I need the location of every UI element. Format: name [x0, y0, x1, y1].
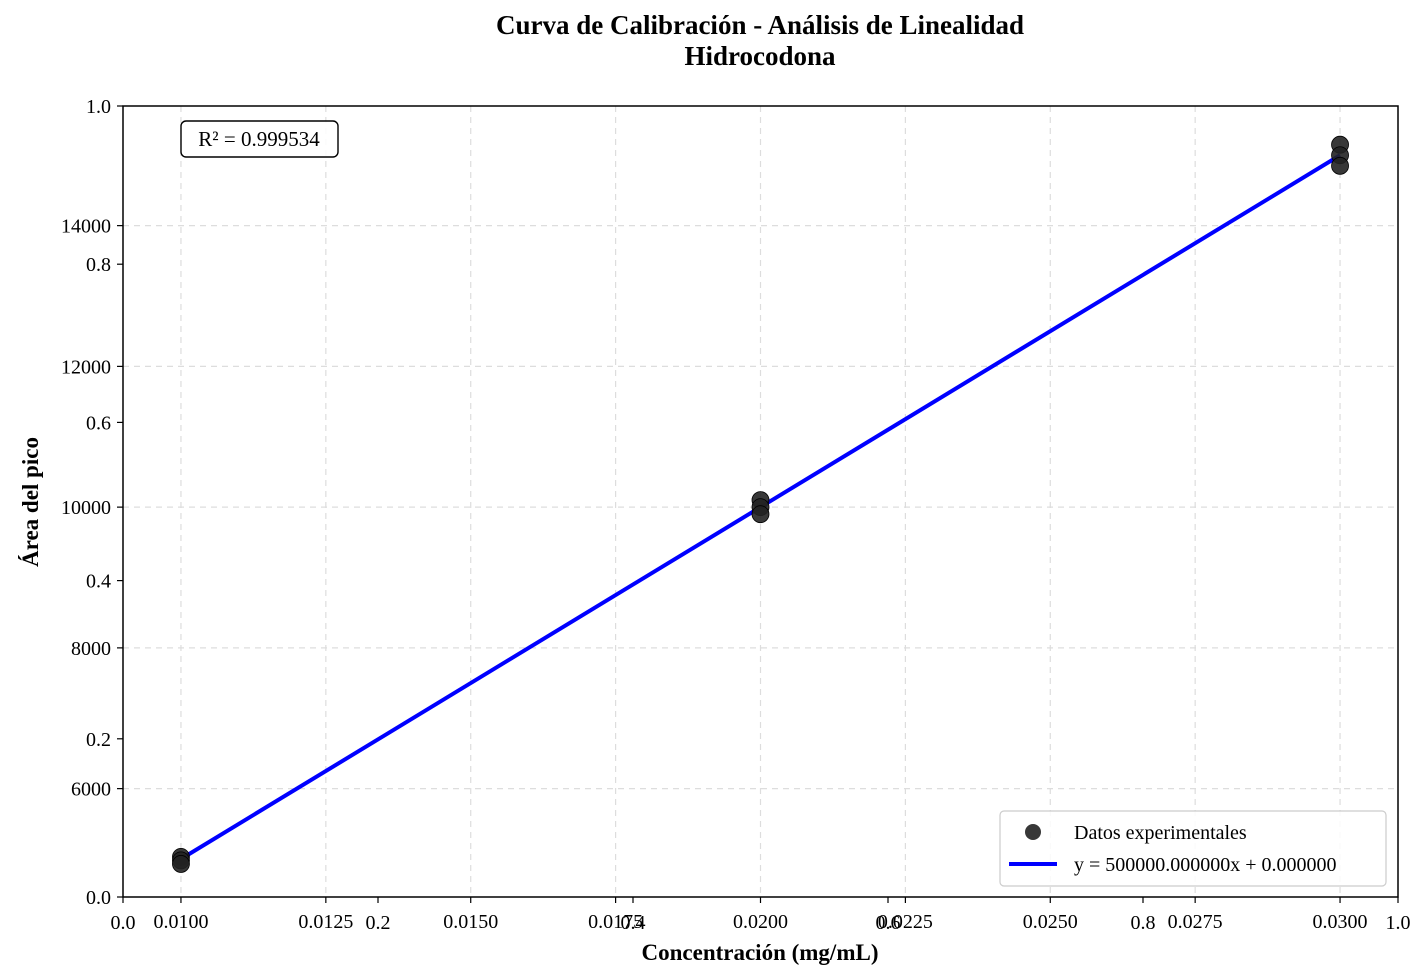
x-tick-label: 0.0175 — [588, 911, 643, 933]
x-axis-ticks: 0.0100 0.0125 0.0150 0.0175 0.0200 0.0225 0.02… — [153, 897, 1368, 933]
frame-y-tick-label: 0.2 — [86, 729, 111, 751]
legend-label-fit: y = 500000.000000x + 0.000000 — [1074, 854, 1337, 876]
frame-y-tick-label: 1.0 — [86, 96, 111, 118]
x-tick-label: 0.0125 — [298, 911, 353, 933]
data-points — [172, 135, 1349, 873]
x-tick-label: 0.0150 — [443, 911, 498, 933]
x-tick-label: 0.0225 — [878, 911, 933, 933]
y-axis-ticks: 6000 8000 10000 12000 14000 — [61, 216, 123, 801]
x-axis-label: Concentración (mg/mL) — [642, 940, 879, 965]
legend-label-scatter: Datos experimentales — [1074, 822, 1247, 844]
data-point — [1331, 156, 1349, 175]
y-tick-label: 14000 — [61, 216, 111, 238]
frame-x-axis-ticks: 0.0 0.2 0.4 0.6 0.8 1.0 — [111, 897, 1411, 934]
y-tick-label: 10000 — [61, 497, 111, 519]
frame-x-tick-label: 0.2 — [366, 912, 391, 934]
frame-y-tick-label: 0.8 — [86, 254, 111, 276]
frame-y-tick-label: 0.0 — [86, 887, 111, 909]
frame-y-axis-ticks: 0.0 0.2 0.4 0.6 0.8 1.0 — [86, 96, 123, 909]
data-point — [751, 505, 770, 524]
frame-y-tick-label: 0.6 — [86, 412, 111, 434]
legend-frame — [999, 810, 1387, 887]
frame-x-tick-label: 0.6 — [876, 912, 901, 934]
x-tick-label: 0.0275 — [1168, 911, 1223, 933]
x-tick-label: 0.0200 — [733, 911, 788, 933]
frame-x-tick-label: 0.0 — [111, 912, 136, 934]
r-squared-box-frame — [180, 120, 339, 158]
chart-title-line1: Curva de Calibración - Análisis de Linea… — [496, 10, 1024, 40]
x-tick-label: 0.0300 — [1313, 911, 1368, 933]
r-squared-label: R² = 0.999534 — [198, 127, 320, 151]
frame-x-tick-label: 1.0 — [1386, 912, 1411, 934]
r-squared-box: R² = 0.999534 — [180, 120, 339, 158]
frame-y-tick-label: 0.4 — [86, 571, 111, 593]
y-tick-label: 6000 — [71, 779, 111, 801]
x-tick-label: 0.0250 — [1023, 911, 1078, 933]
grid-lines — [123, 106, 1398, 897]
chart-title-line2: Hidrocodona — [684, 41, 836, 71]
y-tick-label: 8000 — [71, 638, 111, 660]
x-tick-label: 0.0100 — [153, 911, 208, 933]
y-axis-label: Área del pico — [18, 437, 43, 567]
frame-x-tick-label: 0.8 — [1131, 912, 1156, 934]
legend-marker-scatter — [1025, 824, 1041, 840]
data-point — [172, 855, 190, 873]
frame-x-tick-label: 0.4 — [621, 912, 646, 934]
legend: Datos experimentales y = 500000.000000x … — [999, 810, 1387, 887]
y-tick-label: 12000 — [61, 356, 111, 378]
